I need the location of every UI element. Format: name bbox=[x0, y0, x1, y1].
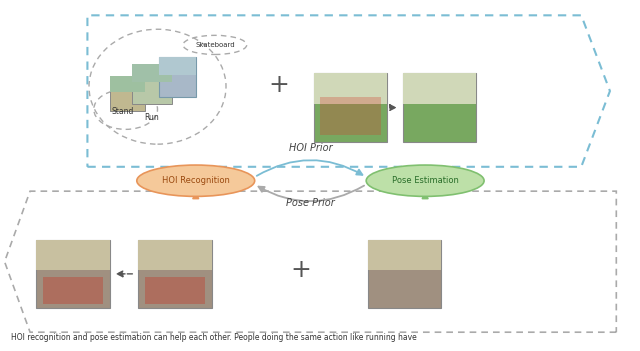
Ellipse shape bbox=[366, 165, 484, 197]
Text: HOI Recognition: HOI Recognition bbox=[162, 176, 230, 185]
Text: Run: Run bbox=[144, 113, 159, 122]
Text: HOI Prior: HOI Prior bbox=[289, 143, 332, 153]
Bar bbox=[36, 240, 109, 271]
Bar bbox=[320, 97, 381, 135]
Text: Skateboard: Skateboard bbox=[195, 42, 235, 48]
Text: +: + bbox=[268, 73, 289, 97]
Text: HOI recognition and pose estimation can help each other. People doing the same a: HOI recognition and pose estimation can … bbox=[11, 333, 417, 342]
Bar bbox=[132, 64, 172, 82]
Text: Pose Estimation: Pose Estimation bbox=[392, 176, 459, 185]
Bar bbox=[138, 240, 212, 271]
Bar bbox=[403, 73, 476, 104]
Bar bbox=[314, 73, 387, 143]
Ellipse shape bbox=[137, 165, 255, 197]
Bar bbox=[403, 73, 476, 143]
Bar bbox=[138, 240, 212, 308]
Bar bbox=[132, 64, 172, 104]
Bar bbox=[109, 76, 145, 92]
Bar bbox=[368, 240, 441, 308]
Bar bbox=[145, 277, 205, 304]
Bar bbox=[36, 240, 109, 308]
Text: +: + bbox=[291, 258, 311, 282]
Bar bbox=[314, 73, 387, 104]
Bar bbox=[368, 240, 441, 271]
Text: Pose Prior: Pose Prior bbox=[286, 198, 335, 208]
Bar bbox=[159, 57, 196, 97]
Bar bbox=[109, 76, 145, 111]
Bar bbox=[43, 277, 103, 304]
Text: Stand: Stand bbox=[111, 107, 134, 115]
Bar bbox=[159, 57, 196, 75]
